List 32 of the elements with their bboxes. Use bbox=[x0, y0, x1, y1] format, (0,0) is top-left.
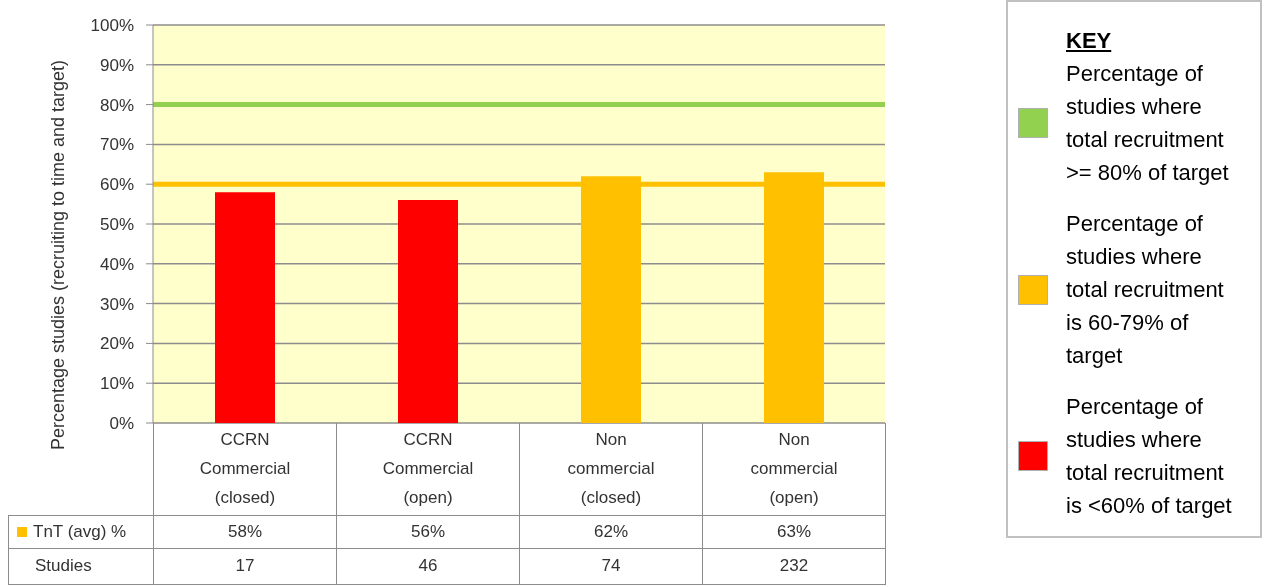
bar bbox=[398, 200, 458, 423]
text: Percentage of studies where total recruitment is <60% of target bbox=[1066, 394, 1232, 518]
x-tick-label: Non commercial (open) bbox=[750, 430, 838, 508]
y-tick-label: 90% bbox=[99, 55, 134, 75]
legend-title: KEY bbox=[1066, 28, 1112, 53]
y-tick-label: 60% bbox=[99, 175, 134, 195]
data-label: 56% bbox=[410, 521, 446, 541]
data-label: 62% bbox=[593, 521, 629, 541]
y-tick-label: 10% bbox=[99, 374, 134, 394]
text: Studies bbox=[35, 556, 92, 575]
y-tick-label: 0% bbox=[109, 414, 134, 434]
text: 46 bbox=[418, 556, 438, 575]
y-tick-label: 100% bbox=[90, 16, 134, 36]
data-label: 58% bbox=[227, 521, 263, 541]
y-tick-label: 40% bbox=[99, 254, 134, 274]
x-tick-label: CCRN Commercial (closed) bbox=[199, 430, 291, 508]
text: 74 bbox=[601, 556, 621, 575]
data-label: 63% bbox=[776, 521, 812, 541]
y-tick-label: 70% bbox=[99, 135, 134, 155]
x-tick-label: Non commercial (closed) bbox=[567, 430, 655, 508]
y-tick-label: 50% bbox=[99, 215, 134, 235]
text: Percentage of studies where total recruitment >= 80% of target bbox=[1066, 61, 1229, 185]
y-tick-label: 80% bbox=[99, 95, 134, 115]
text: 17 bbox=[235, 556, 255, 575]
bar bbox=[215, 192, 275, 423]
legend-label: TnT (avg) % bbox=[33, 521, 127, 541]
y-axis-title: Percentage studies (recruiting to time and target) bbox=[48, 59, 68, 451]
text: 232 bbox=[779, 556, 809, 575]
x-tick-label: CCRN Commercial (open) bbox=[382, 430, 474, 508]
y-tick-label: 30% bbox=[99, 294, 134, 314]
text: Percentage of studies where total recruitment is 60-79% of target bbox=[1066, 211, 1224, 368]
y-tick-label: 20% bbox=[99, 334, 134, 354]
